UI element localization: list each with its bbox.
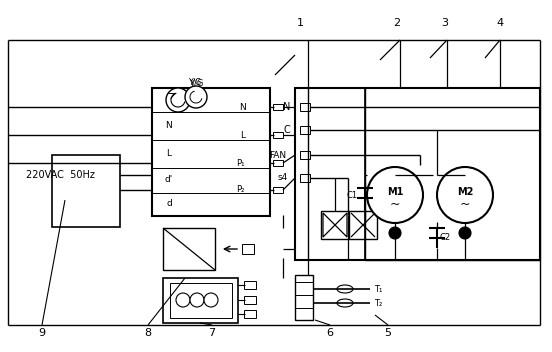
Bar (295, 88, 540, 260)
Bar (295, 275, 313, 320)
Bar (273, 160, 283, 166)
Bar (349, 211, 377, 239)
Circle shape (367, 167, 423, 223)
Text: T₁: T₁ (374, 284, 383, 294)
Text: P₁: P₁ (236, 158, 244, 168)
Text: 8: 8 (145, 328, 152, 338)
Circle shape (204, 293, 218, 307)
Text: L: L (241, 131, 246, 139)
Bar (300, 103, 310, 111)
Circle shape (389, 227, 401, 239)
Bar (273, 104, 283, 110)
Text: d: d (166, 200, 172, 208)
Text: 220VAC  50Hz: 220VAC 50Hz (25, 170, 94, 180)
Bar (244, 296, 256, 304)
Bar (273, 132, 283, 138)
Circle shape (185, 86, 207, 108)
Text: C2: C2 (440, 233, 451, 241)
Text: 3: 3 (442, 18, 448, 28)
Text: d': d' (165, 176, 173, 184)
Bar (321, 211, 349, 239)
Bar (170, 283, 232, 318)
Circle shape (459, 227, 471, 239)
Text: 9: 9 (39, 328, 46, 338)
Text: C: C (283, 125, 290, 135)
Text: C1: C1 (347, 191, 358, 201)
Text: N: N (283, 102, 290, 112)
Text: M1: M1 (387, 187, 403, 197)
Bar (163, 278, 238, 323)
Text: Y/G: Y/G (189, 78, 203, 88)
Circle shape (190, 293, 204, 307)
Bar (52, 155, 120, 227)
Bar (273, 187, 283, 193)
Ellipse shape (337, 299, 353, 307)
Text: ~: ~ (390, 197, 400, 210)
Bar (300, 151, 310, 159)
Text: Y/G: Y/G (189, 77, 203, 87)
Bar (300, 126, 310, 134)
Ellipse shape (337, 285, 353, 293)
Text: N: N (166, 121, 172, 131)
Text: 7: 7 (209, 328, 216, 338)
Bar (244, 281, 256, 289)
Text: s4: s4 (278, 174, 288, 182)
Bar (163, 228, 215, 270)
Text: 2: 2 (394, 18, 401, 28)
Text: M2: M2 (457, 187, 473, 197)
Text: 4: 4 (496, 18, 503, 28)
Text: ~: ~ (460, 197, 470, 210)
Circle shape (176, 293, 190, 307)
Text: L: L (167, 150, 172, 158)
Text: 6: 6 (326, 328, 333, 338)
Text: 5: 5 (385, 328, 391, 338)
Text: P₂: P₂ (236, 186, 244, 195)
Text: N: N (240, 102, 246, 112)
Circle shape (437, 167, 493, 223)
Bar (152, 88, 270, 216)
Text: FAN: FAN (269, 151, 286, 159)
Bar (242, 244, 254, 254)
Bar (244, 310, 256, 318)
Bar (300, 174, 310, 182)
Text: T₂: T₂ (374, 298, 382, 308)
Circle shape (166, 88, 190, 112)
Text: 1: 1 (296, 18, 304, 28)
